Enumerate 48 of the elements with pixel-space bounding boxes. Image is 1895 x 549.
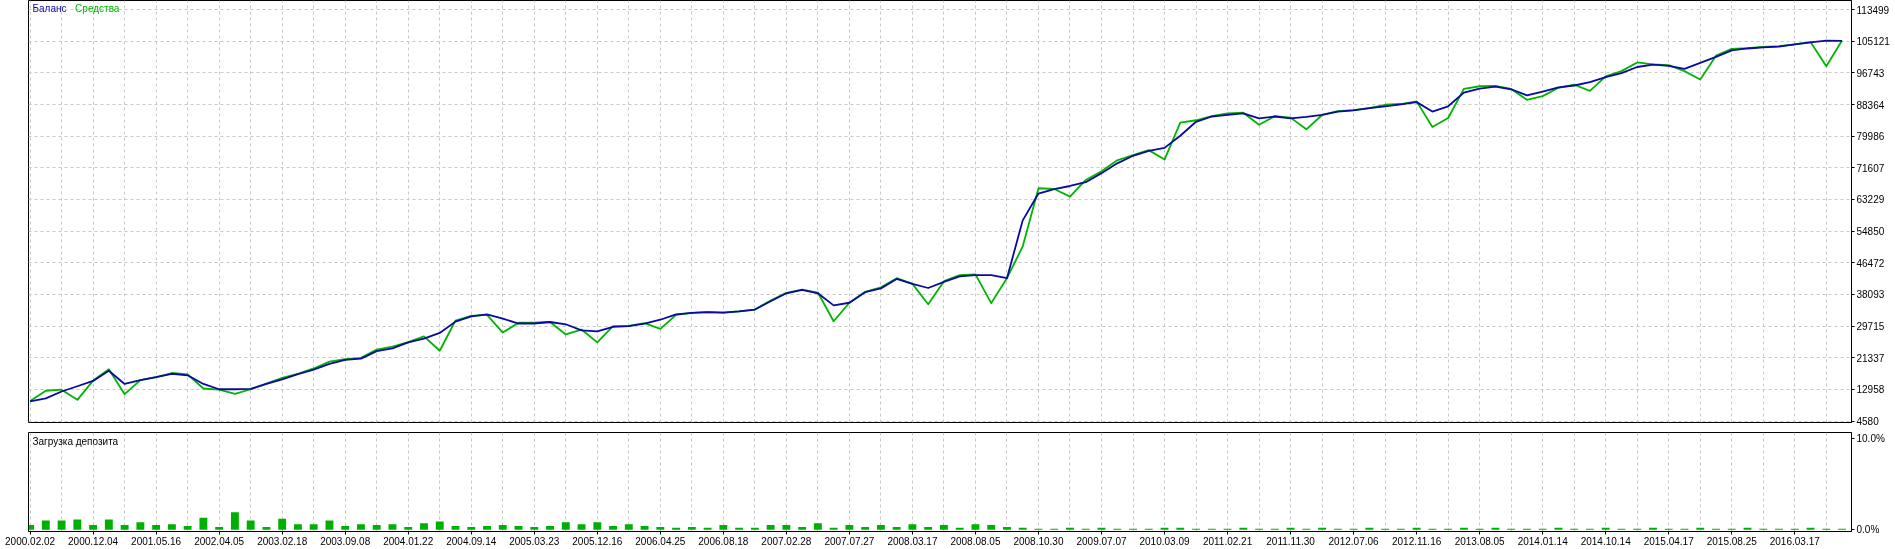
y-tick-label: 10.0%	[1856, 432, 1885, 444]
x-tick-label: 2012.07.06	[1328, 535, 1380, 547]
x-tick-label: 2009.07.07	[1076, 535, 1127, 547]
x-tick-label: 2012.11.16	[1391, 535, 1442, 547]
y-tick-label: 63229	[1856, 194, 1885, 206]
x-tick-label: 2007.07.27	[824, 535, 875, 547]
y-tick-label: 88364	[1856, 99, 1885, 111]
x-tick-label: 2010.03.09	[1139, 535, 1190, 547]
x-tick-label: 2000.02.02	[5, 535, 56, 547]
x-tick-label: 2005.12.16	[572, 535, 623, 547]
y-tick-label: 113499	[1856, 4, 1890, 16]
text: Средства	[75, 2, 120, 14]
text: Баланс	[32, 2, 67, 14]
x-tick-label: 2003.02.18	[257, 535, 308, 547]
x-tick-label: 2000.12.04	[68, 535, 119, 547]
y-tick-label: 54850	[1856, 226, 1885, 238]
x-tick-label: 2001.05.16	[131, 535, 182, 547]
x-tick-label: 2014.10.14	[1580, 535, 1632, 547]
y-tick-label: 96743	[1856, 67, 1885, 79]
y-tick-label: 71607	[1856, 162, 1885, 174]
x-tick-label: 2006.04.25	[635, 535, 686, 547]
x-tick-label: 2014.01.14	[1517, 535, 1569, 547]
x-tick-label: 2004.01.22	[383, 535, 434, 547]
x-tick-label: 2004.09.14	[446, 535, 497, 547]
y-tick-label: 79986	[1856, 131, 1885, 143]
x-tick-label: 2008.10.30	[1013, 535, 1064, 547]
y-tick-label: 105121	[1856, 36, 1891, 48]
x-tick-label: 2008.08.05	[950, 535, 1001, 547]
x-tick-label: 2016.03.17	[1769, 535, 1821, 547]
chart-title: Загрузка депозита	[32, 435, 119, 447]
y-tick-label: 12958	[1856, 384, 1885, 396]
x-tick-label: 2005.03.23	[509, 535, 560, 547]
x-tick-label: 2015.08.25	[1706, 535, 1758, 547]
x-tick-label: 2007.02.28	[761, 535, 812, 547]
y-tick-label: 21337	[1856, 352, 1885, 364]
y-tick-label: 29715	[1856, 321, 1885, 333]
x-tick-label: 2011.11.30	[1266, 535, 1316, 547]
y-tick-label: 4580	[1856, 416, 1880, 428]
x-tick-label: 2013.08.05	[1454, 535, 1506, 547]
x-tick-label: 2003.09.08	[320, 535, 371, 547]
x-tick-label: 2002.04.05	[194, 535, 245, 547]
x-tick-label: 2015.04.17	[1643, 535, 1695, 547]
x-tick-label: 2011.02.21	[1202, 535, 1253, 547]
y-tick-label: 0.0%	[1856, 524, 1880, 536]
y-tick-label: 38093	[1856, 289, 1885, 301]
x-tick-label: 2008.03.17	[887, 535, 938, 547]
x-tick-label: 2006.08.18	[698, 535, 749, 547]
y-tick-label: 46472	[1856, 257, 1885, 269]
